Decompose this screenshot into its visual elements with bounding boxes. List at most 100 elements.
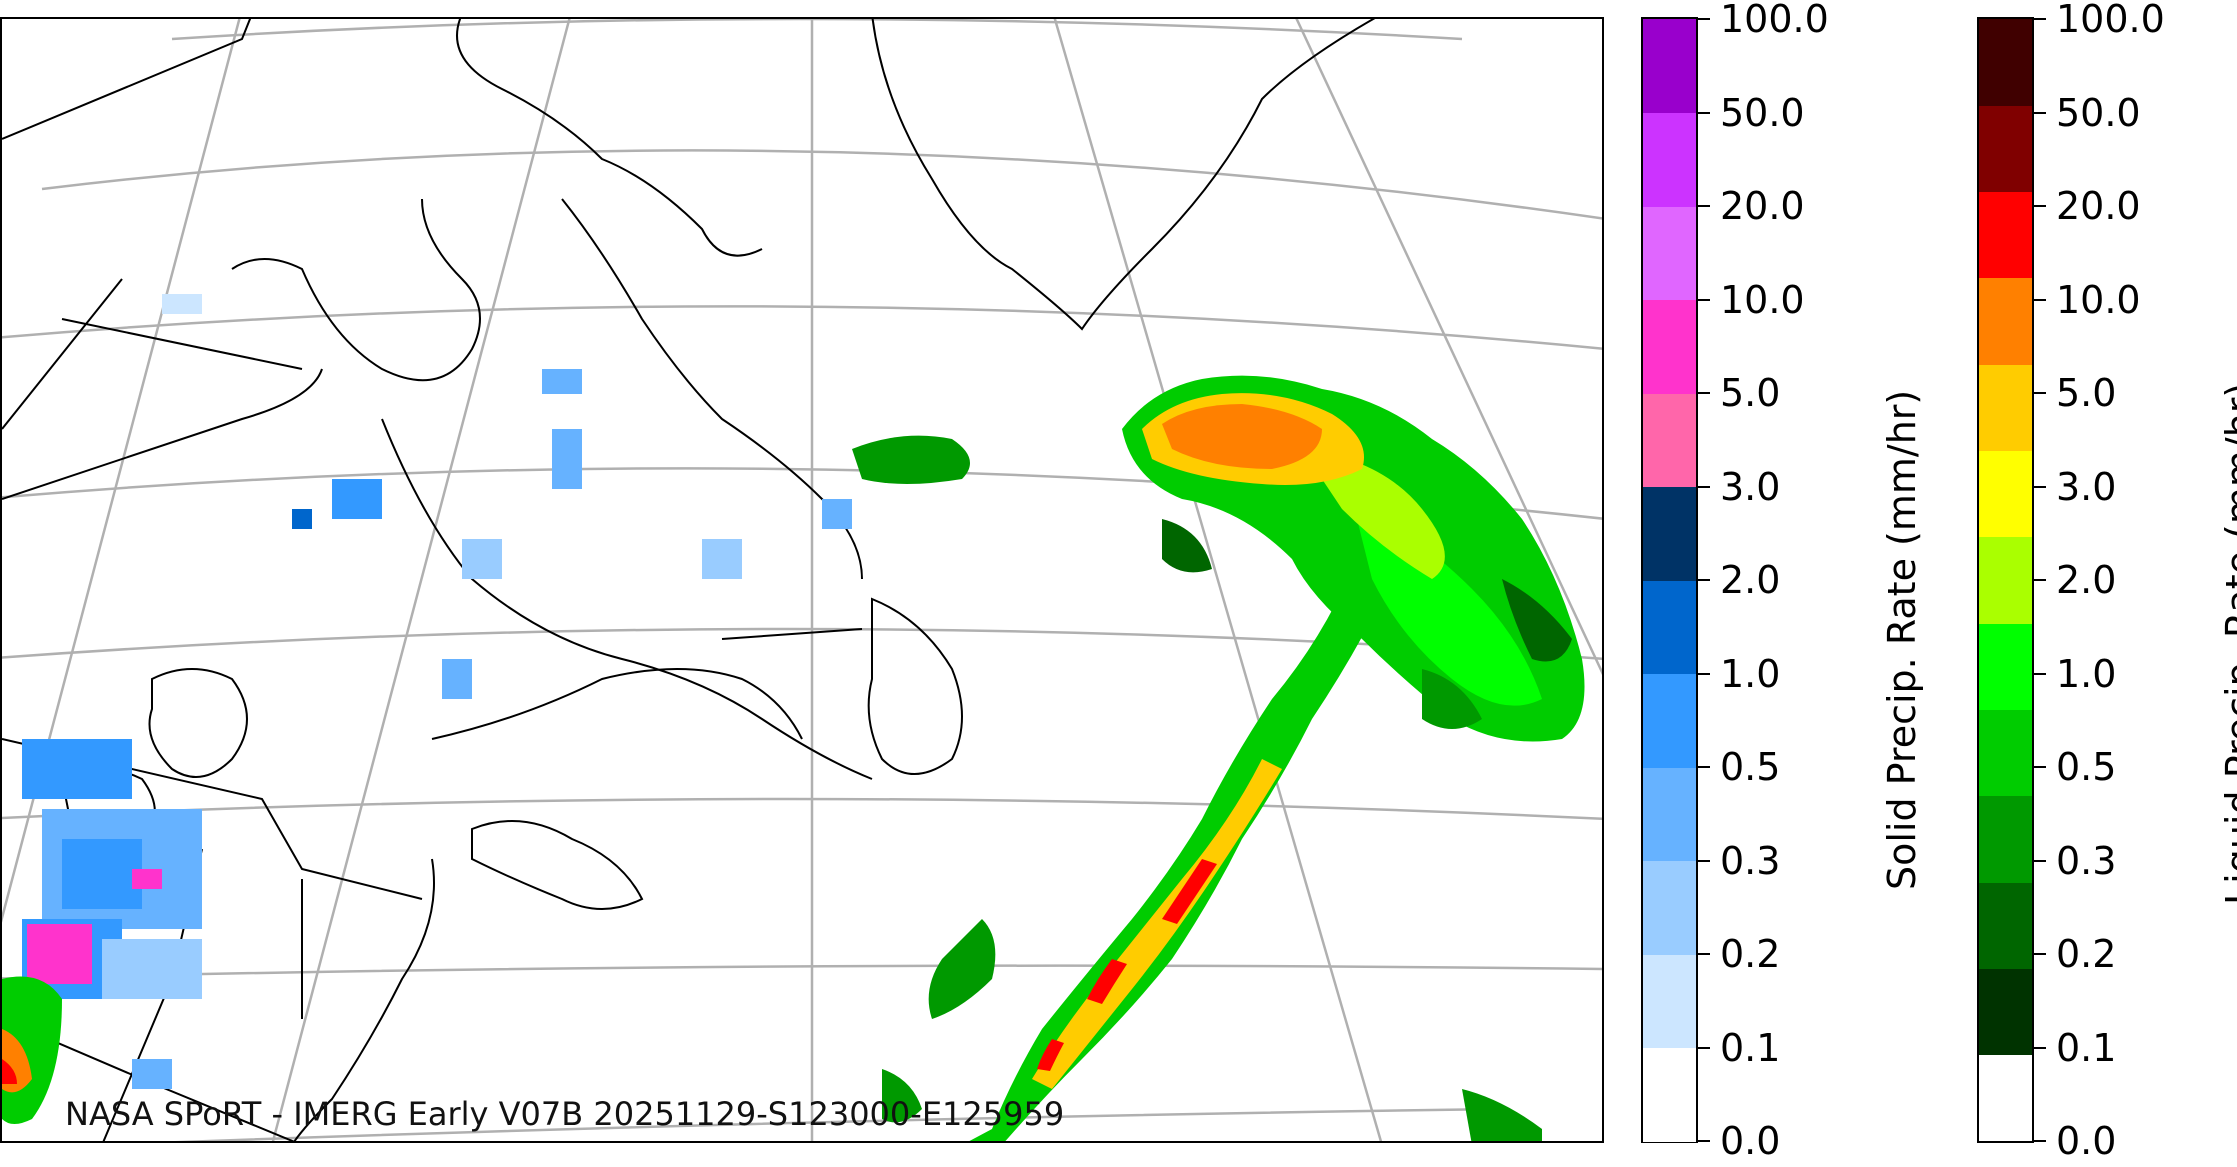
tick-label: 0.1 [2056, 1025, 2117, 1070]
colorbar-segment [1979, 450, 2032, 538]
colorbar-segment [1979, 364, 2032, 452]
tick-mark [1698, 672, 1710, 675]
tick-label: 5.0 [1720, 371, 1781, 415]
colorbar-segment [1979, 709, 2032, 797]
latitude-line [2, 964, 1602, 980]
solid-colorbar-ticks: 0.0 0.1 0.2 0.3 0.5 1.0 2.0 3.0 5.0 10.0 20.0 50.0 1… [1698, 0, 1858, 1163]
tick-label: 0.5 [2056, 745, 2117, 789]
tick-mark [1698, 18, 1710, 20]
tick-mark [2034, 485, 2046, 488]
data-credit: NASA SPoRT - IMERG Early V07B 20251129-S… [65, 1095, 1065, 1133]
tick-mark [2034, 1140, 2046, 1142]
tick-label: 2.0 [1720, 558, 1781, 602]
colorbar-segment [1979, 105, 2032, 193]
longitude-line [271, 19, 571, 1141]
tick-label: 0.2 [2056, 932, 2117, 976]
tick-mark [2034, 766, 2046, 768]
latitude-line [2, 797, 1602, 821]
tick-label: 50.0 [1720, 90, 1805, 135]
tick-mark [2034, 111, 2046, 114]
tick-label: 0.1 [1720, 1025, 1781, 1070]
tick-mark [2034, 859, 2046, 862]
tick-label: 0.5 [1720, 745, 1781, 789]
colorbar-segment [1979, 968, 2032, 1056]
graticule [2, 19, 1602, 1141]
province-border [2, 368, 323, 500]
tick-label: 3.0 [2056, 464, 2117, 509]
longitude-line [1295, 19, 1602, 676]
colorbar-segment [1979, 191, 2032, 279]
colorbar-segment [1643, 954, 1696, 1048]
hudson-bay-coast [231, 198, 481, 382]
colorbar-segment [1643, 299, 1696, 394]
tick-mark [1698, 579, 1710, 581]
tick-label: 50.0 [2056, 90, 2141, 135]
colorbar-segment [1643, 112, 1696, 207]
tick-mark [1698, 766, 1710, 768]
latitude-line [41, 149, 1602, 220]
latitude-line [2, 627, 1602, 660]
tick-label: 0.0 [1720, 1119, 1781, 1163]
east-coast-us [293, 858, 435, 1141]
tick-mark [1698, 485, 1710, 488]
map-canvas [2, 19, 1602, 1141]
tick-label: 2.0 [2056, 558, 2117, 602]
tick-label: 20.0 [2056, 184, 2141, 228]
liquid-colorbar-ticks: 0.0 0.1 0.2 0.3 0.5 1.0 2.0 3.0 5.0 10.0 20.0 50.0 1… [2034, 0, 2194, 1163]
great-lakes [148, 668, 248, 778]
tick-mark [1698, 1140, 1710, 1142]
colorbar-segment [1643, 580, 1696, 674]
liquid-precip-field [2, 375, 1585, 1141]
precip-map: NASA SPoRT - IMERG Early V07B 20251129-S… [0, 17, 1604, 1143]
liquid-colorbar-label: Liquid Precip. Rate (mm/hr) [2218, 382, 2237, 905]
tick-mark [2034, 1046, 2046, 1049]
colorbar-segment [1979, 795, 2032, 883]
colorbar-segment [1643, 1047, 1696, 1142]
tick-label: 10.0 [2056, 277, 2141, 322]
colorbar-segment [1643, 767, 1696, 861]
tick-label: 0.0 [2056, 1119, 2117, 1163]
tick-label: 1.0 [1720, 651, 1781, 696]
tick-label: 5.0 [2056, 371, 2117, 415]
tick-label: 1.0 [2056, 651, 2117, 696]
latitude-line [175, 1107, 1503, 1141]
liquid-precip-colorbar [1977, 17, 2034, 1143]
province-border [61, 318, 303, 370]
labrador-coast [561, 198, 863, 580]
colorbar-segment [1979, 536, 2032, 624]
province-border [2, 278, 123, 430]
tick-mark [2034, 18, 2046, 20]
tick-label: 0.2 [1720, 932, 1781, 976]
tick-label: 10.0 [1720, 277, 1805, 322]
colorbar-segment [1643, 393, 1696, 487]
colorbar-segment [1643, 860, 1696, 955]
newfoundland-coast [867, 597, 963, 775]
tick-label: 3.0 [1720, 464, 1781, 509]
tick-mark [1698, 1046, 1710, 1049]
longitude-line [1053, 19, 1383, 1141]
st-lawrence [431, 668, 803, 740]
tick-mark [2034, 392, 2046, 394]
tick-label: 100.0 [2056, 0, 2165, 41]
colorbar-segment [1979, 882, 2032, 969]
tick-mark [1698, 953, 1710, 955]
latitude-line [2, 305, 1602, 350]
colorbar-segment [1643, 486, 1696, 581]
colorbar-segment [1643, 19, 1696, 113]
nova-scotia-coast [471, 820, 644, 910]
tick-mark [2034, 672, 2046, 675]
colorbar-segment [1643, 673, 1696, 768]
colorbar-segment [1979, 19, 2032, 106]
colorbar-segment [1643, 206, 1696, 300]
longitude-line [2, 19, 241, 923]
tick-mark [1698, 392, 1710, 394]
solid-precip-colorbar [1641, 17, 1698, 1143]
tick-mark [2034, 298, 2046, 301]
tick-mark [1698, 859, 1710, 862]
tick-label: 0.3 [2056, 838, 2117, 883]
tick-mark [1698, 111, 1710, 114]
province-border [2, 19, 252, 140]
tick-mark [2034, 579, 2046, 581]
tick-mark [2034, 205, 2046, 207]
greenland-coast [871, 19, 1376, 331]
